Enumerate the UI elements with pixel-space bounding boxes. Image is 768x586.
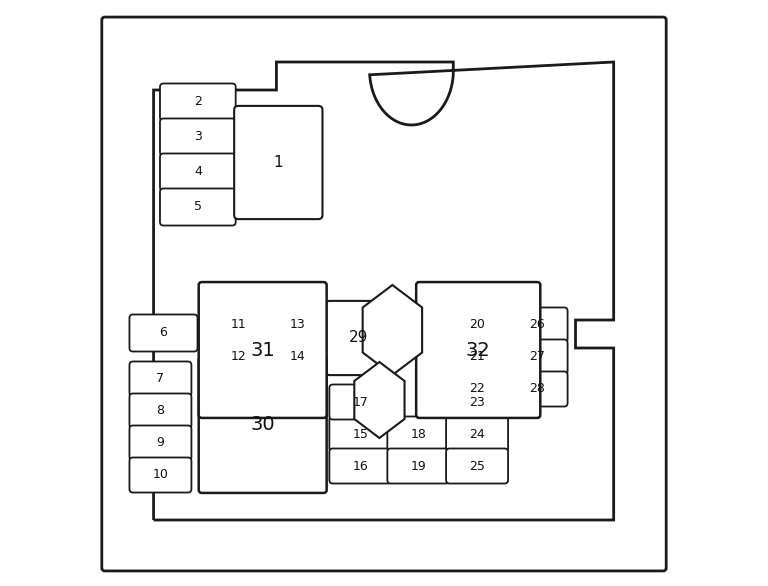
Text: 26: 26: [528, 319, 545, 332]
FancyBboxPatch shape: [329, 417, 392, 452]
Text: 4: 4: [194, 165, 202, 179]
Text: 5: 5: [194, 200, 202, 213]
Text: 16: 16: [353, 459, 368, 472]
Text: 25: 25: [469, 459, 485, 472]
Text: 9: 9: [157, 437, 164, 449]
Text: 20: 20: [469, 319, 485, 332]
Text: 27: 27: [528, 350, 545, 363]
Text: 24: 24: [469, 428, 485, 441]
Text: 12: 12: [230, 350, 246, 363]
FancyBboxPatch shape: [130, 425, 191, 461]
Text: 1: 1: [273, 155, 283, 170]
FancyBboxPatch shape: [446, 308, 508, 342]
Polygon shape: [354, 362, 405, 438]
FancyBboxPatch shape: [505, 339, 568, 374]
Text: 29: 29: [349, 331, 369, 346]
FancyBboxPatch shape: [329, 384, 392, 420]
Text: 22: 22: [469, 383, 485, 396]
FancyBboxPatch shape: [130, 393, 191, 428]
FancyBboxPatch shape: [446, 339, 508, 374]
FancyBboxPatch shape: [234, 106, 323, 219]
Text: 10: 10: [153, 468, 168, 482]
Text: 11: 11: [230, 319, 246, 332]
FancyBboxPatch shape: [326, 301, 392, 375]
FancyBboxPatch shape: [446, 384, 508, 420]
FancyBboxPatch shape: [505, 372, 568, 407]
Text: 32: 32: [466, 340, 491, 359]
FancyBboxPatch shape: [387, 417, 449, 452]
Text: 17: 17: [353, 396, 369, 408]
Text: 18: 18: [410, 428, 426, 441]
FancyBboxPatch shape: [266, 339, 329, 374]
FancyBboxPatch shape: [505, 308, 568, 342]
FancyBboxPatch shape: [387, 448, 449, 483]
Text: 14: 14: [290, 350, 306, 363]
FancyBboxPatch shape: [266, 308, 329, 342]
Text: 19: 19: [410, 459, 426, 472]
FancyBboxPatch shape: [130, 315, 197, 352]
FancyBboxPatch shape: [160, 189, 236, 226]
Text: 7: 7: [157, 373, 164, 386]
Text: 15: 15: [353, 428, 369, 441]
FancyBboxPatch shape: [446, 417, 508, 452]
Text: 21: 21: [469, 350, 485, 363]
FancyBboxPatch shape: [130, 362, 191, 397]
Text: 2: 2: [194, 96, 202, 108]
FancyBboxPatch shape: [130, 458, 191, 492]
FancyBboxPatch shape: [199, 357, 326, 493]
Text: 23: 23: [469, 396, 485, 408]
Text: 13: 13: [290, 319, 306, 332]
FancyBboxPatch shape: [416, 282, 541, 418]
FancyBboxPatch shape: [199, 282, 326, 418]
FancyBboxPatch shape: [446, 372, 508, 407]
Polygon shape: [362, 285, 422, 375]
Text: 3: 3: [194, 131, 202, 144]
FancyBboxPatch shape: [160, 83, 236, 121]
Text: 30: 30: [250, 415, 275, 434]
FancyBboxPatch shape: [160, 154, 236, 190]
FancyBboxPatch shape: [102, 17, 666, 571]
FancyBboxPatch shape: [160, 118, 236, 155]
Text: 6: 6: [160, 326, 167, 339]
Text: 31: 31: [250, 340, 275, 359]
FancyBboxPatch shape: [329, 448, 392, 483]
FancyBboxPatch shape: [446, 448, 508, 483]
FancyBboxPatch shape: [207, 339, 270, 374]
FancyBboxPatch shape: [207, 308, 270, 342]
Text: 28: 28: [528, 383, 545, 396]
Text: 8: 8: [157, 404, 164, 417]
